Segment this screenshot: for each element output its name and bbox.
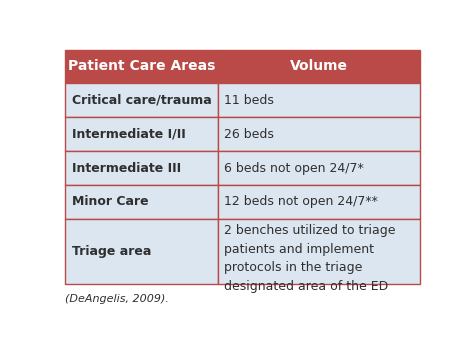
Bar <box>218 185 420 219</box>
Text: Patient Care Areas: Patient Care Areas <box>68 60 216 73</box>
Bar <box>218 83 420 117</box>
Bar <box>65 219 218 284</box>
Text: Minor Care: Minor Care <box>72 196 148 208</box>
Bar <box>65 50 218 83</box>
Bar <box>218 219 420 284</box>
Bar <box>65 83 218 117</box>
Text: Critical care/trauma: Critical care/trauma <box>72 94 211 107</box>
Text: Volume: Volume <box>290 60 348 73</box>
Text: Intermediate III: Intermediate III <box>72 162 181 175</box>
Text: 2 benches utilized to triage
patients and implement
protocols in the triage
desi: 2 benches utilized to triage patients an… <box>224 224 396 293</box>
Bar <box>65 117 218 151</box>
Text: Intermediate I/II: Intermediate I/II <box>72 128 185 141</box>
Text: (DeAngelis, 2009).: (DeAngelis, 2009). <box>65 294 169 304</box>
Text: Triage area: Triage area <box>72 245 151 258</box>
Text: 6 beds not open 24/7*: 6 beds not open 24/7* <box>224 162 364 175</box>
Bar <box>218 50 420 83</box>
Text: 26 beds: 26 beds <box>224 128 274 141</box>
Bar <box>65 185 218 219</box>
Text: 12 beds not open 24/7**: 12 beds not open 24/7** <box>224 196 378 208</box>
Bar <box>218 151 420 185</box>
Text: 11 beds: 11 beds <box>224 94 274 107</box>
Bar <box>65 151 218 185</box>
Bar <box>218 117 420 151</box>
